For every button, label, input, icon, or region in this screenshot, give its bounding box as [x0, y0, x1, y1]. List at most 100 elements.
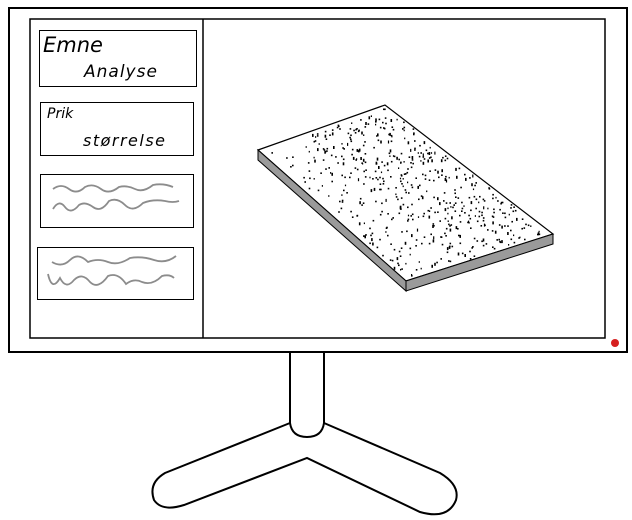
- dot: [442, 156, 444, 159]
- dot: [374, 170, 377, 173]
- dot: [391, 218, 393, 221]
- dot: [364, 126, 367, 128]
- sidebar-item-placeholder-2[interactable]: [37, 247, 194, 300]
- dot: [493, 211, 495, 214]
- dot: [351, 122, 353, 124]
- dot: [420, 195, 423, 197]
- dot: [438, 176, 440, 179]
- dot: [349, 136, 351, 139]
- dot: [403, 129, 405, 132]
- dot: [473, 255, 476, 257]
- dot: [424, 174, 427, 177]
- dot: [472, 246, 474, 248]
- dot: [330, 172, 332, 174]
- dot: [361, 131, 363, 135]
- dot: [414, 140, 416, 142]
- dot: [404, 173, 407, 175]
- dot: [407, 206, 409, 209]
- dot: [407, 168, 409, 170]
- dot: [387, 234, 389, 237]
- dot: [417, 152, 419, 154]
- dot: [356, 158, 358, 160]
- dot: [360, 157, 362, 160]
- dot: [482, 244, 485, 247]
- dot: [412, 162, 414, 165]
- dot: [410, 148, 412, 152]
- dot: [459, 234, 461, 238]
- dot: [377, 178, 379, 181]
- dot: [373, 187, 376, 191]
- dot: [422, 161, 425, 165]
- power-led-icon: [611, 339, 619, 347]
- dot: [369, 242, 371, 245]
- dot: [411, 156, 414, 159]
- dot: [395, 196, 398, 198]
- dot: [354, 132, 357, 134]
- dot: [475, 198, 478, 201]
- dot: [383, 127, 385, 129]
- dot: [388, 152, 391, 155]
- dot: [454, 192, 456, 195]
- dot: [452, 206, 454, 209]
- dot: [510, 229, 512, 232]
- dot: [538, 230, 540, 233]
- dot: [365, 234, 367, 236]
- dot: [389, 132, 391, 136]
- dot: [407, 214, 410, 217]
- dot: [386, 162, 389, 166]
- dot: [487, 229, 489, 231]
- sidebar-item-emne-analyse[interactable]: Emne Analyse: [39, 30, 197, 87]
- dot: [404, 241, 407, 245]
- dot: [417, 216, 420, 218]
- dot: [428, 152, 431, 155]
- dot: [305, 146, 307, 148]
- dot: [483, 206, 485, 210]
- dot: [385, 231, 387, 233]
- dot: [444, 232, 446, 235]
- dot: [362, 162, 364, 165]
- dot: [441, 243, 444, 246]
- dot: [347, 132, 350, 135]
- dot: [362, 202, 365, 204]
- dot: [341, 155, 343, 158]
- dot: [518, 237, 520, 239]
- dot: [387, 169, 389, 172]
- dot: [405, 262, 407, 265]
- sidebar-item-title: Emne: [43, 33, 103, 57]
- dot: [357, 149, 359, 152]
- dot: [478, 215, 481, 218]
- dot: [537, 232, 540, 236]
- dot: [519, 236, 521, 239]
- dot: [473, 237, 476, 240]
- dot: [418, 155, 421, 158]
- dot: [381, 210, 383, 213]
- wavy-lines-icon: [47, 255, 177, 286]
- dot: [390, 140, 393, 143]
- dot: [391, 259, 394, 262]
- dot: [457, 228, 459, 230]
- dot: [429, 210, 431, 212]
- dot: [459, 221, 462, 223]
- dot: [411, 159, 414, 161]
- dot: [398, 264, 400, 267]
- dot: [375, 118, 377, 122]
- dot: [324, 130, 327, 133]
- sidebar-item-prik-storrelse[interactable]: Prik størrelse: [40, 102, 194, 156]
- dot: [471, 183, 473, 187]
- dot: [411, 213, 414, 216]
- dot: [448, 223, 450, 226]
- dot: [350, 172, 352, 174]
- dot: [474, 184, 476, 187]
- dot: [428, 179, 431, 181]
- dot: [392, 217, 394, 219]
- dot: [491, 230, 494, 232]
- dot: [308, 170, 311, 172]
- sidebar-item-placeholder-1[interactable]: [40, 174, 194, 228]
- dot: [468, 196, 471, 199]
- dot: [328, 167, 330, 169]
- dot: [382, 254, 384, 257]
- dot: [451, 216, 453, 220]
- dot: [474, 215, 476, 217]
- dot: [308, 150, 310, 153]
- dot: [504, 216, 507, 219]
